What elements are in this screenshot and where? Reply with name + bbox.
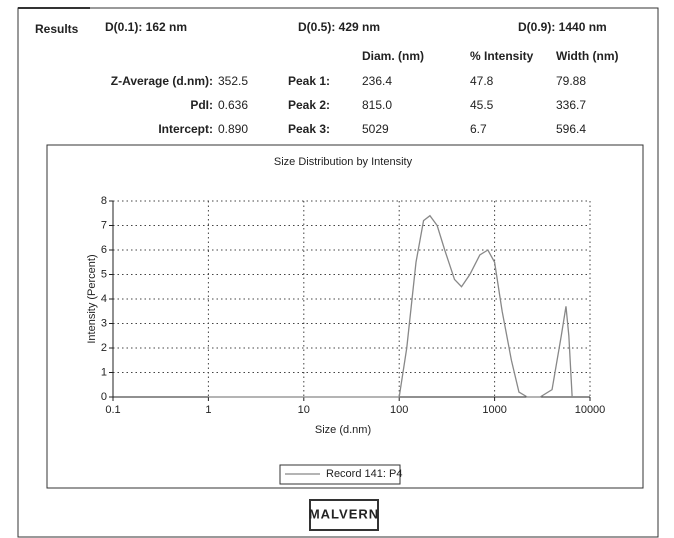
x-tick-label: 0.1: [105, 404, 120, 416]
chart-title: Size Distribution by Intensity: [274, 156, 413, 168]
summary-value: 0.636: [218, 98, 248, 112]
peak-value: 5029: [362, 122, 389, 136]
summary-value: 352.5: [218, 74, 248, 88]
x-tick-label: 1: [205, 404, 211, 416]
legend-label: Record 141: P4: [326, 468, 402, 480]
y-tick-label: 8: [101, 195, 107, 207]
page-frame: [17, 7, 659, 538]
y-tick-label: 3: [101, 317, 107, 329]
peak-value: 47.8: [470, 74, 494, 88]
y-tick-label: 6: [101, 244, 107, 256]
x-tick-label: 100: [390, 404, 408, 416]
peak-label: Peak 1:: [288, 74, 330, 88]
peak-label: Peak 2:: [288, 98, 330, 112]
logo-frame: [309, 499, 379, 531]
peak-value: 336.7: [556, 98, 586, 112]
peak-value: 236.4: [362, 74, 392, 88]
y-tick-label: 7: [101, 219, 107, 231]
distribution-stat: D(0.1): 162 nm: [105, 20, 187, 34]
column-header: Width (nm): [556, 49, 619, 63]
peak-value: 45.5: [470, 98, 494, 112]
results-title: Results: [35, 22, 79, 36]
y-tick-label: 0: [101, 391, 107, 403]
y-tick-label: 2: [101, 342, 107, 354]
chart-frame: [46, 144, 644, 489]
x-tick-label: 10: [298, 404, 310, 416]
x-tick-label: 10000: [575, 404, 606, 416]
y-tick-label: 1: [101, 366, 107, 378]
x-tick-label: 1000: [482, 404, 506, 416]
column-header: Diam. (nm): [362, 49, 424, 63]
peak-value: 815.0: [362, 98, 392, 112]
distribution-stat: D(0.9): 1440 nm: [518, 20, 607, 34]
summary-label: PdI:: [190, 98, 213, 112]
peak-value: 596.4: [556, 122, 586, 136]
legend-box: [279, 464, 401, 485]
peak-value: 79.88: [556, 74, 586, 88]
y-tick-label: 4: [101, 293, 107, 305]
data-line: [208, 214, 573, 398]
peak-label: Peak 3:: [288, 122, 330, 136]
summary-value: 0.890: [218, 122, 248, 136]
peak-value: 6.7: [470, 122, 487, 136]
distribution-stat: D(0.5): 429 nm: [298, 20, 380, 34]
y-tick-label: 5: [101, 268, 107, 280]
y-axis-label: Intensity (Percent): [86, 254, 98, 343]
summary-label: Z-Average (d.nm):: [111, 74, 213, 88]
summary-label: Intercept:: [158, 122, 213, 136]
x-axis-label: Size (d.nm): [315, 424, 371, 436]
logo: MALVERN: [309, 506, 379, 521]
column-header: % Intensity: [470, 49, 534, 63]
